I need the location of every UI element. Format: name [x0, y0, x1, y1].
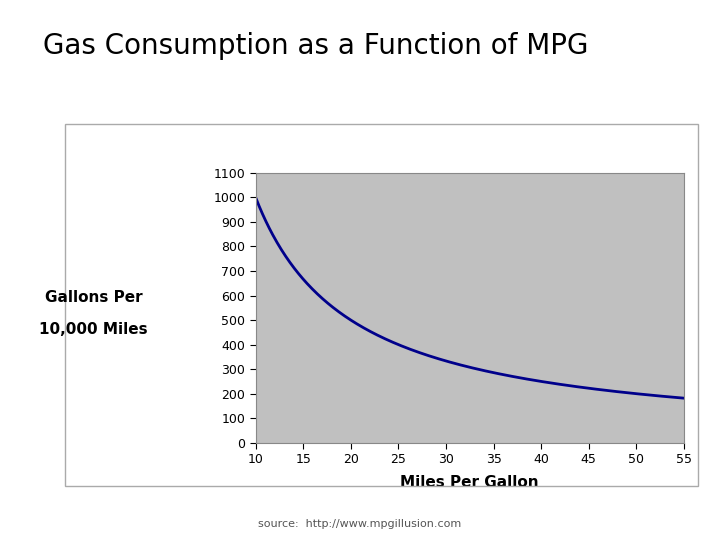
- Text: source:  http://www.mpgillusion.com: source: http://www.mpgillusion.com: [258, 519, 462, 529]
- Text: Gallons Per: Gallons Per: [45, 289, 143, 305]
- Text: Gas Consumption as a Function of MPG: Gas Consumption as a Function of MPG: [43, 32, 588, 60]
- X-axis label: Miles Per Gallon: Miles Per Gallon: [400, 475, 539, 490]
- Text: 10,000 Miles: 10,000 Miles: [40, 322, 148, 337]
